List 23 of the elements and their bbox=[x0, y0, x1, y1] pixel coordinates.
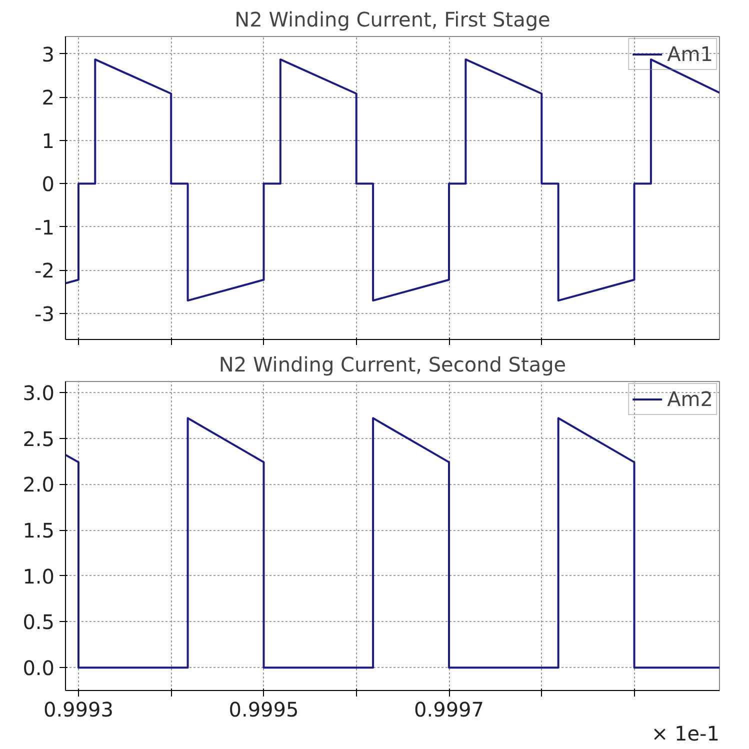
y-tick-label: -3 bbox=[34, 302, 55, 326]
line-series bbox=[66, 417, 720, 669]
y-tick-label: 3 bbox=[42, 42, 55, 66]
y-tick-label: 0 bbox=[42, 172, 55, 196]
y-tick-label: 1.0 bbox=[22, 564, 55, 588]
y-tick-label: 3.0 bbox=[22, 381, 55, 406]
text: × 1e-1 bbox=[651, 722, 720, 746]
legend-label: Am2 bbox=[667, 387, 713, 411]
chart-title: N2 Winding Current, First Stage bbox=[234, 8, 550, 32]
y-tick-label: -1 bbox=[34, 215, 55, 240]
x-tick-label: 0.9993 bbox=[43, 698, 114, 722]
y-tick-label: 1 bbox=[42, 128, 55, 153]
x-tick-label: 0.9995 bbox=[228, 698, 299, 722]
x-tick-label: 0.9997 bbox=[414, 698, 484, 722]
y-tick-label: -2 bbox=[34, 258, 55, 283]
y-tick-label: 0.5 bbox=[22, 610, 55, 634]
y-tick-label: 2.5 bbox=[22, 426, 55, 451]
y-tick-label: 1.5 bbox=[22, 518, 55, 543]
legend-label: Am1 bbox=[667, 42, 713, 66]
y-tick-label: 2 bbox=[42, 86, 55, 110]
y-tick-label: 2.0 bbox=[22, 472, 55, 497]
y-tick-label: 0.0 bbox=[22, 656, 55, 680]
chart-title: N2 Winding Current, Second Stage bbox=[218, 352, 566, 376]
